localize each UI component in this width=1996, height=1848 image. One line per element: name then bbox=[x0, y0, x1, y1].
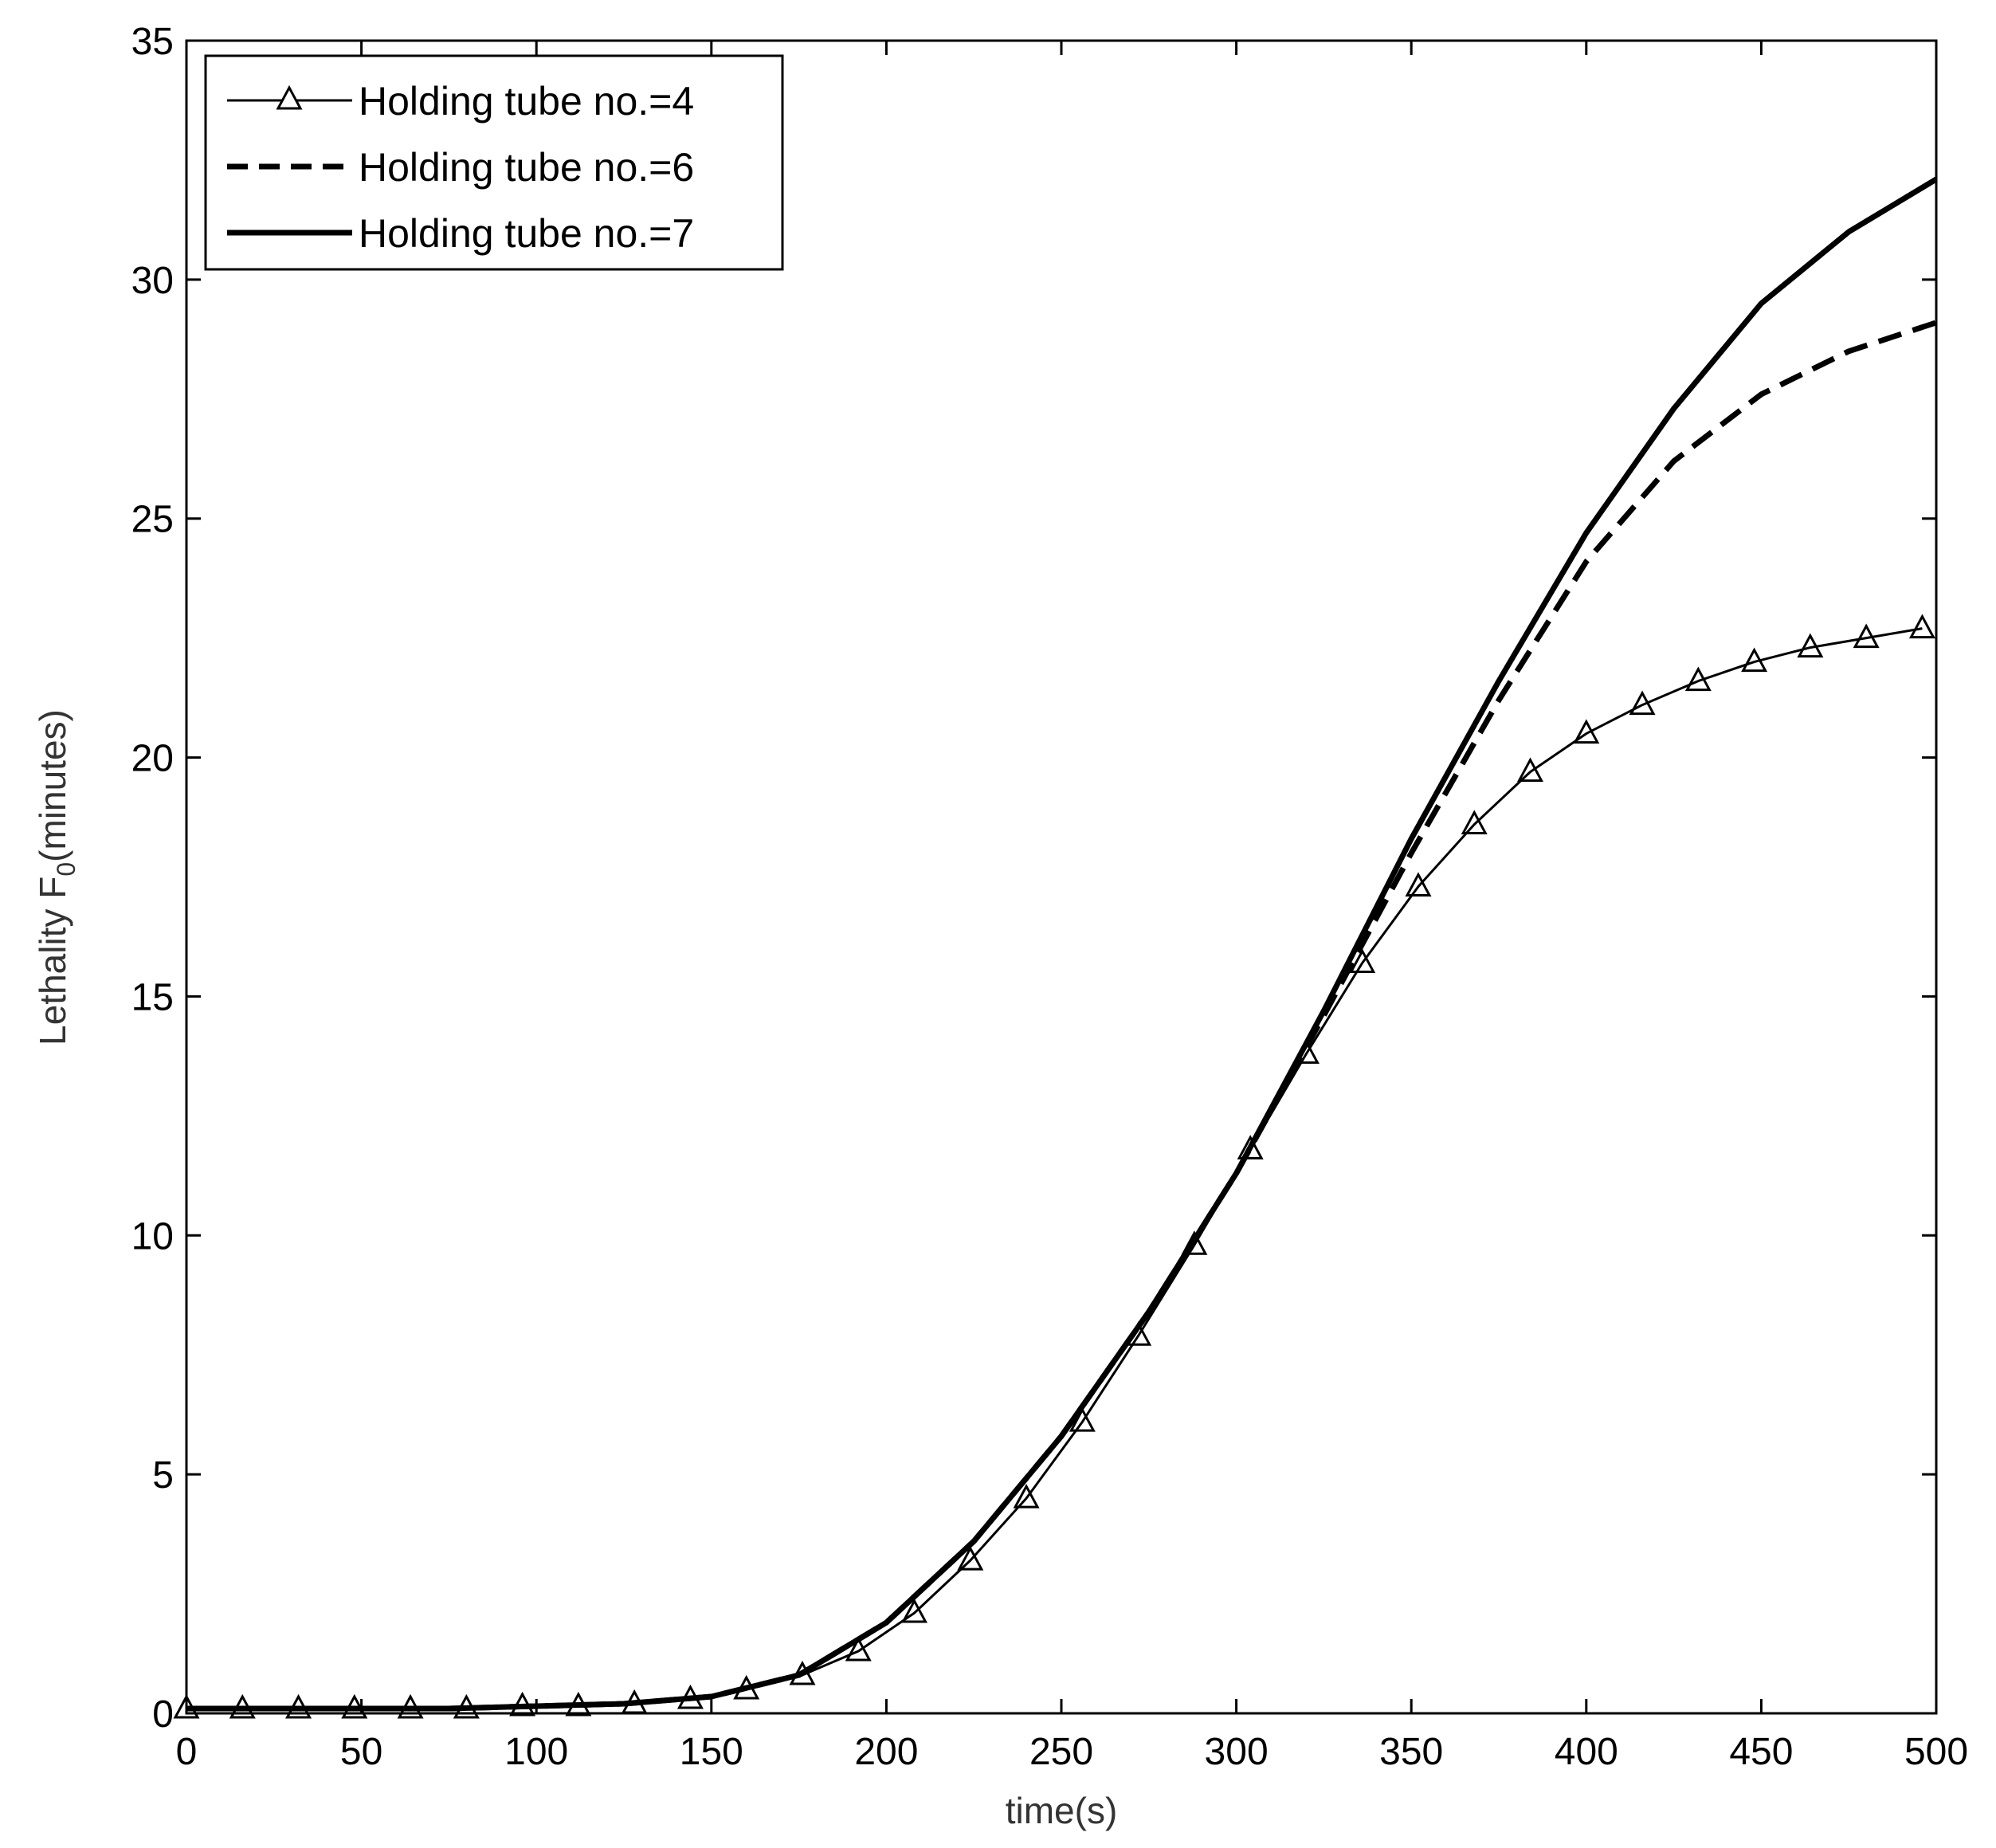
triangle-marker bbox=[229, 1693, 256, 1719]
y-tick-label: 20 bbox=[131, 738, 174, 780]
legend: Holding tube no.=4 Holding tube no.=6 Ho… bbox=[204, 54, 784, 271]
triangle-marker bbox=[1517, 757, 1544, 783]
triangle-marker bbox=[1853, 623, 1880, 649]
triangle-marker bbox=[1237, 1135, 1264, 1159]
legend-label-tube-7: Holding tube no.=7 bbox=[359, 211, 694, 256]
y-tick-label: 0 bbox=[152, 1693, 174, 1736]
triangle-marker bbox=[621, 1689, 648, 1714]
triangle-marker bbox=[1125, 1321, 1152, 1346]
y-tick-label: 15 bbox=[131, 976, 174, 1018]
x-tick-label: 300 bbox=[1205, 1731, 1269, 1773]
triangle-marker bbox=[1013, 1483, 1040, 1509]
triangle-marker bbox=[509, 1691, 536, 1717]
triangle-marker bbox=[1684, 666, 1712, 692]
triangle-marker bbox=[1741, 647, 1768, 673]
x-tick-label: 50 bbox=[340, 1731, 382, 1773]
triangle-marker bbox=[285, 1693, 312, 1719]
triangle-marker bbox=[1461, 810, 1488, 835]
y-tick-label: 35 bbox=[131, 21, 174, 63]
triangle-marker bbox=[341, 1693, 368, 1719]
x-tick-label: 350 bbox=[1379, 1731, 1443, 1773]
axis-ticks: 0 50 100 150 200 250 300 350 400 450 500 0 5 10 15 20 25… bbox=[131, 21, 1968, 1773]
triangle-marker bbox=[1069, 1407, 1096, 1432]
triangle-marker bbox=[397, 1693, 424, 1719]
x-tick-label: 100 bbox=[504, 1731, 568, 1773]
triangle-marker bbox=[453, 1693, 480, 1719]
triangle-marker bbox=[1349, 948, 1376, 973]
y-tick-label: 10 bbox=[131, 1215, 174, 1258]
plot-area bbox=[185, 39, 1938, 1715]
x-tick-label: 250 bbox=[1029, 1731, 1093, 1773]
x-tick-label: 450 bbox=[1729, 1731, 1793, 1773]
x-tick-label: 500 bbox=[1904, 1731, 1968, 1773]
x-tick-label: 400 bbox=[1555, 1731, 1618, 1773]
x-axis-label: time(s) bbox=[1006, 1790, 1118, 1831]
triangle-marker bbox=[1405, 872, 1432, 897]
triangle-marker bbox=[845, 1636, 872, 1662]
triangle-marker bbox=[565, 1691, 592, 1717]
y-tick-label: 30 bbox=[131, 260, 174, 302]
legend-marker-tube-4 bbox=[276, 84, 303, 110]
series-markers bbox=[173, 614, 1935, 1719]
triangle-marker bbox=[1908, 614, 1935, 639]
y-tick-label: 5 bbox=[152, 1454, 174, 1497]
y-tick-label: 25 bbox=[131, 499, 174, 541]
legend-label-tube-6: Holding tube no.=6 bbox=[359, 145, 694, 190]
triangle-marker bbox=[1181, 1230, 1208, 1255]
x-tick-label: 150 bbox=[680, 1731, 743, 1773]
legend-label-tube-4: Holding tube no.=4 bbox=[359, 79, 694, 124]
triangle-marker bbox=[676, 1684, 704, 1709]
triangle-marker bbox=[957, 1545, 984, 1571]
y-axis-label-suffix: (minutes) bbox=[32, 709, 73, 862]
triangle-marker bbox=[1629, 690, 1656, 716]
triangle-marker bbox=[1573, 719, 1600, 744]
x-tick-label: 0 bbox=[176, 1731, 198, 1773]
triangle-marker bbox=[173, 1693, 200, 1719]
triangle-marker bbox=[1797, 633, 1824, 658]
triangle-marker bbox=[789, 1660, 816, 1685]
x-tick-label: 200 bbox=[854, 1731, 918, 1773]
y-axis-label: Lethality F0(minutes) bbox=[32, 709, 80, 1046]
triangle-marker bbox=[901, 1598, 928, 1623]
y-axis-label-subscript: 0 bbox=[52, 862, 80, 877]
triangle-marker bbox=[1292, 1039, 1320, 1064]
triangle-marker bbox=[733, 1674, 760, 1700]
y-axis-label-main: Lethality F bbox=[32, 877, 73, 1046]
